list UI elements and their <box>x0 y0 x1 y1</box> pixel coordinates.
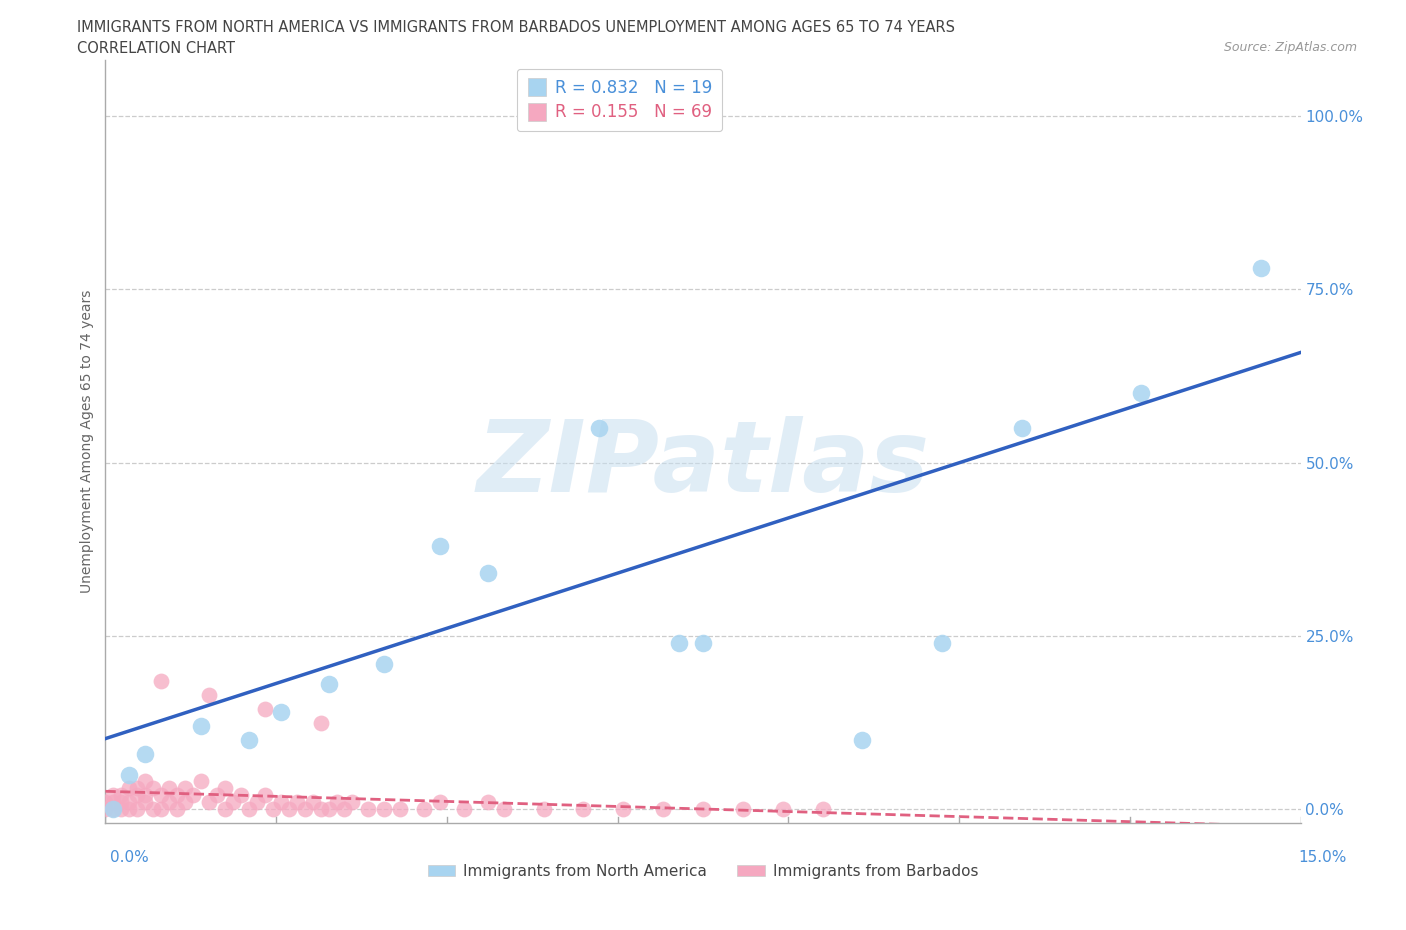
Point <box>110 802 132 817</box>
Point <box>142 802 165 817</box>
Point <box>772 802 794 817</box>
Text: Source: ZipAtlas.com: Source: ZipAtlas.com <box>1223 41 1357 54</box>
Point <box>214 802 236 817</box>
Point <box>429 795 451 810</box>
Point <box>262 802 284 817</box>
Point <box>692 802 714 817</box>
Point <box>851 733 873 748</box>
Point <box>198 687 221 702</box>
Point <box>214 781 236 796</box>
Point <box>389 802 412 817</box>
Point <box>103 795 125 810</box>
Point <box>118 767 141 782</box>
Point <box>294 802 316 817</box>
Point <box>150 802 173 817</box>
Point <box>318 677 340 692</box>
Point <box>118 781 141 796</box>
Point <box>1130 386 1153 401</box>
Point <box>318 802 340 817</box>
Point <box>253 701 276 716</box>
Point <box>190 719 212 734</box>
Point <box>270 795 292 810</box>
Text: 0.0%: 0.0% <box>110 850 149 865</box>
Point <box>333 802 356 817</box>
Point <box>134 788 156 803</box>
Point <box>174 795 197 810</box>
Point <box>1011 420 1033 435</box>
Point <box>142 781 165 796</box>
Point <box>181 788 204 803</box>
Point <box>150 788 173 803</box>
Point <box>253 788 276 803</box>
Point <box>477 566 499 581</box>
Point <box>94 802 117 817</box>
Point <box>668 635 690 650</box>
Point <box>492 802 515 817</box>
Point <box>477 795 499 810</box>
Point <box>110 788 132 803</box>
Point <box>127 781 149 796</box>
Point <box>190 774 212 789</box>
Point <box>373 657 395 671</box>
Point <box>103 802 125 817</box>
Point <box>811 802 834 817</box>
Point <box>533 109 555 124</box>
Point <box>285 795 308 810</box>
Point <box>309 715 332 730</box>
Point <box>205 788 228 803</box>
Point <box>238 802 260 817</box>
Point <box>118 802 141 817</box>
Point <box>127 788 149 803</box>
Point <box>277 802 299 817</box>
Point <box>246 795 269 810</box>
Point <box>166 802 188 817</box>
Point <box>103 788 125 803</box>
Point <box>429 538 451 553</box>
Text: ZIPatlas: ZIPatlas <box>477 416 929 513</box>
Legend: R = 0.832   N = 19, R = 0.155   N = 69: R = 0.832 N = 19, R = 0.155 N = 69 <box>516 69 723 131</box>
Point <box>270 705 292 720</box>
Point <box>110 795 132 810</box>
Point <box>127 802 149 817</box>
Point <box>134 746 156 761</box>
Point <box>533 802 555 817</box>
Point <box>157 795 180 810</box>
Point <box>731 802 754 817</box>
Point <box>198 795 221 810</box>
Point <box>134 795 156 810</box>
Y-axis label: Unemployment Among Ages 65 to 74 years: Unemployment Among Ages 65 to 74 years <box>80 290 94 593</box>
Point <box>1250 261 1272 276</box>
Text: IMMIGRANTS FROM NORTH AMERICA VS IMMIGRANTS FROM BARBADOS UNEMPLOYMENT AMONG AGE: IMMIGRANTS FROM NORTH AMERICA VS IMMIGRA… <box>77 20 955 35</box>
Point <box>572 802 595 817</box>
Point <box>229 788 252 803</box>
Point <box>413 802 436 817</box>
Point <box>118 795 141 810</box>
Point <box>134 774 156 789</box>
Point <box>166 788 188 803</box>
Point <box>103 802 125 817</box>
Point <box>342 795 364 810</box>
Point <box>931 635 953 650</box>
Point <box>652 802 675 817</box>
Text: 15.0%: 15.0% <box>1299 850 1347 865</box>
Point <box>325 795 347 810</box>
Point <box>692 635 714 650</box>
Point <box>373 802 395 817</box>
Point <box>150 673 173 688</box>
Point <box>157 781 180 796</box>
Text: CORRELATION CHART: CORRELATION CHART <box>77 41 235 56</box>
Point <box>357 802 380 817</box>
Legend: Immigrants from North America, Immigrants from Barbados: Immigrants from North America, Immigrant… <box>422 858 984 885</box>
Point <box>238 733 260 748</box>
Point <box>174 781 197 796</box>
Point <box>612 802 634 817</box>
Point <box>453 802 475 817</box>
Point <box>301 795 323 810</box>
Point <box>588 420 610 435</box>
Point <box>222 795 245 810</box>
Point <box>309 802 332 817</box>
Point <box>94 795 117 810</box>
